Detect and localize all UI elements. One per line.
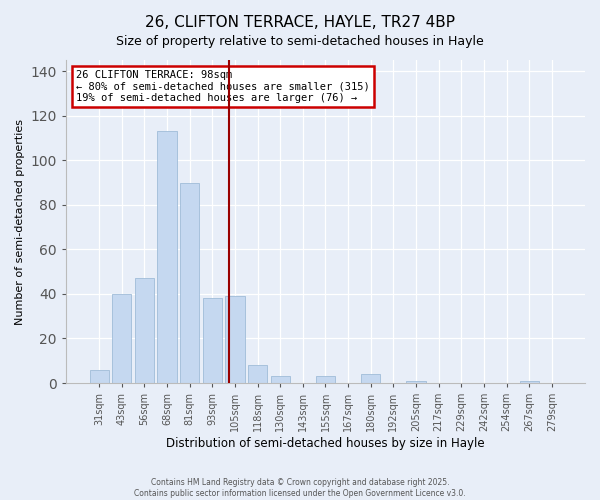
Bar <box>226 296 245 383</box>
Bar <box>180 182 199 383</box>
Bar <box>203 298 222 383</box>
Bar <box>520 381 539 383</box>
Bar <box>89 370 109 383</box>
Bar <box>316 376 335 383</box>
Text: Size of property relative to semi-detached houses in Hayle: Size of property relative to semi-detach… <box>116 35 484 48</box>
Text: 26 CLIFTON TERRACE: 98sqm
← 80% of semi-detached houses are smaller (315)
19% of: 26 CLIFTON TERRACE: 98sqm ← 80% of semi-… <box>76 70 370 103</box>
Text: 26, CLIFTON TERRACE, HAYLE, TR27 4BP: 26, CLIFTON TERRACE, HAYLE, TR27 4BP <box>145 15 455 30</box>
Y-axis label: Number of semi-detached properties: Number of semi-detached properties <box>15 118 25 324</box>
Text: Contains HM Land Registry data © Crown copyright and database right 2025.
Contai: Contains HM Land Registry data © Crown c… <box>134 478 466 498</box>
Bar <box>135 278 154 383</box>
Bar <box>112 294 131 383</box>
Bar <box>248 365 267 383</box>
X-axis label: Distribution of semi-detached houses by size in Hayle: Distribution of semi-detached houses by … <box>166 437 485 450</box>
Bar <box>361 374 380 383</box>
Bar <box>157 132 176 383</box>
Bar <box>406 381 425 383</box>
Bar <box>271 376 290 383</box>
